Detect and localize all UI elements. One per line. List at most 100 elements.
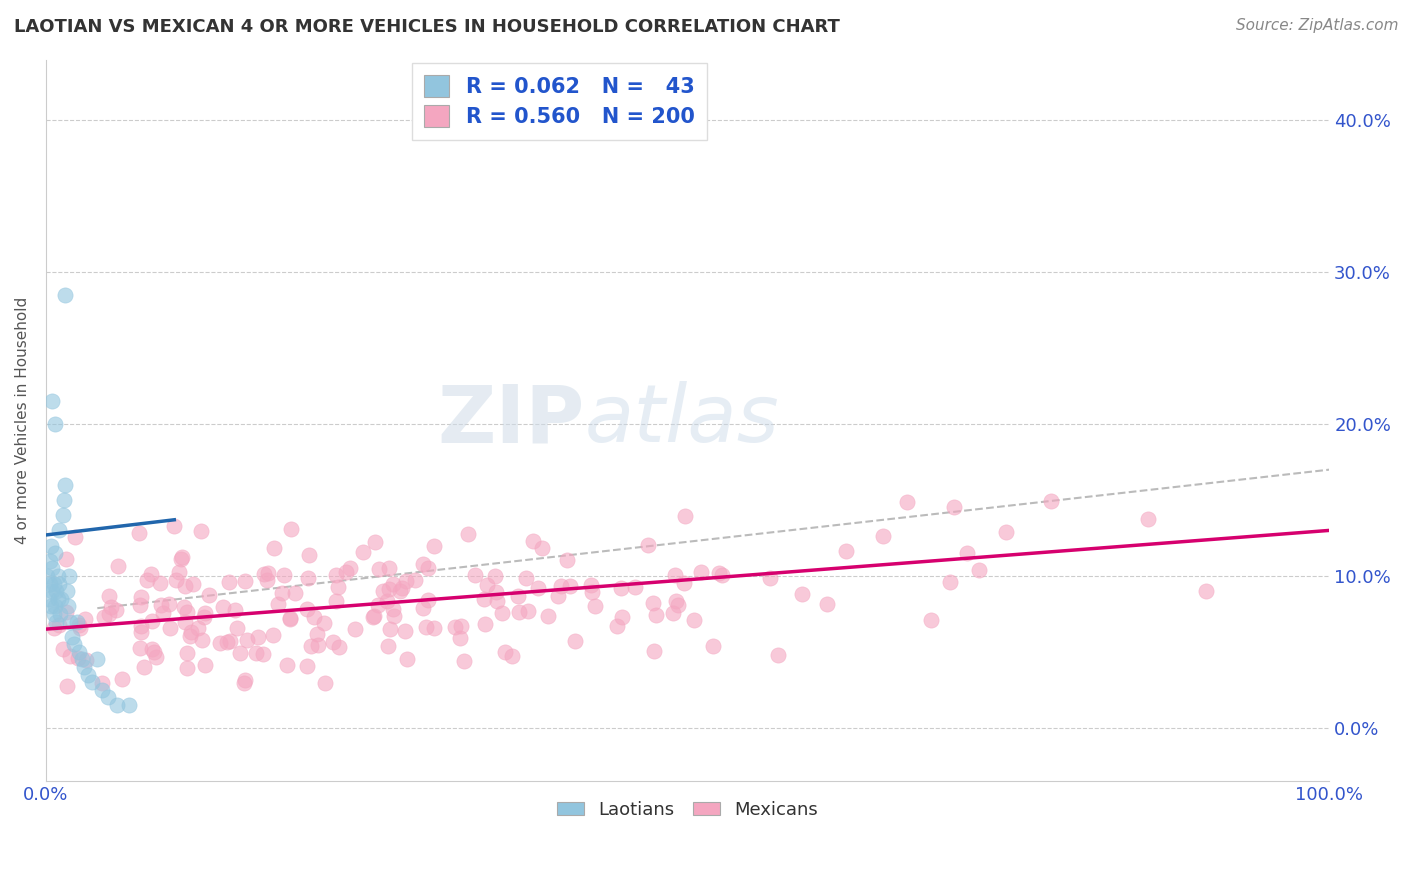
Point [278,611,301,625]
Point [159,621,181,635]
Point [325,594,347,608]
Point [423,621,446,635]
Point [522,534,544,549]
Point [91,682,114,697]
Point [644,608,666,623]
Point [547,589,569,603]
Point [453,654,475,668]
Point [364,535,387,549]
Point [169,565,191,579]
Point [53,478,76,492]
Point [236,632,259,647]
Point [41,394,63,409]
Point [790,587,813,601]
Point [683,613,706,627]
Point [131,590,153,604]
Point [295,602,318,616]
Point [412,558,434,572]
Point [558,579,581,593]
Point [219,634,242,648]
Point [526,581,548,595]
Point [53,288,76,302]
Point [339,561,361,575]
Point [51,591,73,606]
Point [97,690,120,705]
Point [66,651,89,665]
Point [474,592,496,607]
Point [48,576,70,591]
Point [98,589,121,603]
Point [673,508,696,523]
Point [141,567,163,582]
Point [69,621,91,635]
Point [42,607,65,621]
Point [494,645,516,659]
Point [105,602,128,616]
Point [42,576,65,591]
Point [41,584,63,599]
Point [262,627,284,641]
Point [49,607,72,621]
Point [302,609,325,624]
Point [190,524,212,538]
Point [191,632,214,647]
Point [176,661,198,675]
Point [212,599,235,614]
Point [368,562,391,576]
Point [307,638,329,652]
Point [56,679,79,693]
Point [174,579,197,593]
Point [896,495,918,509]
Point [709,566,731,580]
Point [66,615,89,629]
Point [298,548,321,562]
Point [943,500,966,514]
Point [193,609,215,624]
Point [378,561,401,575]
Point [388,584,411,599]
Point [194,657,217,672]
Point [58,569,80,583]
Point [474,616,496,631]
Point [129,618,152,632]
Point [225,621,247,635]
Point [232,676,254,690]
Point [179,630,201,644]
Point [284,586,307,600]
Point [67,618,90,632]
Point [382,577,405,591]
Point [967,563,990,577]
Point [55,551,77,566]
Point [564,634,586,648]
Point [263,541,285,555]
Point [665,594,688,608]
Point [449,632,471,646]
Point [508,590,530,604]
Point [181,577,204,591]
Point [129,640,152,655]
Point [187,621,209,635]
Point [299,639,322,653]
Point [690,566,713,580]
Point [768,648,790,662]
Point [46,591,69,606]
Point [270,586,292,600]
Point [938,574,960,589]
Point [45,615,67,629]
Point [208,636,231,650]
Point [165,573,187,587]
Point [702,640,724,654]
Point [335,565,357,579]
Point [312,616,335,631]
Point [145,650,167,665]
Point [404,574,426,588]
Point [245,646,267,660]
Point [475,578,498,592]
Point [173,600,195,615]
Point [450,619,472,633]
Point [129,625,152,640]
Point [664,568,686,582]
Text: Source: ZipAtlas.com: Source: ZipAtlas.com [1236,18,1399,33]
Point [38,576,60,591]
Point [673,576,696,591]
